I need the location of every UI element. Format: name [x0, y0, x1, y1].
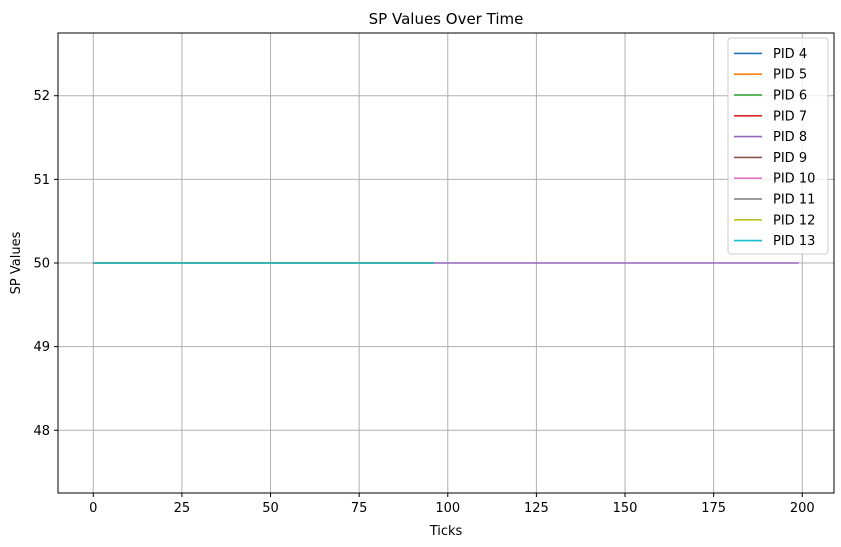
y-axis-title: SP Values [9, 231, 24, 294]
legend: PID 4 PID 5 PID 6 PID 7 PID 8 PID 9 PID 10 PID … [727, 37, 829, 255]
legend-label: PID 10 [773, 172, 815, 187]
x-axis-ticks: 0 25 50 75 100 125 150 175 200 [89, 493, 815, 516]
legend-item: PID 5 [734, 68, 807, 83]
y-axis-ticks: 48 49 50 51 52 [33, 89, 58, 439]
legend-item: PID 13 [734, 234, 815, 249]
legend-item: PID 12 [734, 213, 815, 228]
legend-label: PID 7 [773, 109, 807, 124]
legend-label: PID 11 [773, 193, 815, 208]
legend-item: PID 7 [734, 109, 807, 124]
legend-label: PID 8 [773, 130, 807, 145]
legend-label: PID 5 [773, 68, 807, 83]
x-tick-label: 75 [351, 501, 368, 516]
x-tick-label: 175 [701, 501, 726, 516]
legend-label: PID 9 [773, 151, 807, 166]
x-tick-label: 100 [435, 501, 460, 516]
x-tick-label: 25 [174, 501, 191, 516]
x-axis-title: Ticks [429, 524, 463, 539]
legend-item: PID 6 [734, 89, 807, 104]
legend-label: PID 12 [773, 213, 815, 228]
x-tick-label: 50 [262, 501, 279, 516]
legend-label: PID 6 [773, 89, 807, 104]
x-tick-label: 0 [89, 501, 97, 516]
x-tick-label: 125 [524, 501, 549, 516]
legend-item: PID 4 [734, 47, 807, 62]
legend-item: PID 11 [734, 193, 815, 208]
x-tick-label: 200 [790, 501, 815, 516]
legend-label: PID 4 [773, 47, 807, 62]
legend-item: PID 8 [734, 130, 807, 145]
legend-item: PID 9 [734, 151, 807, 166]
chart-title: SP Values Over Time [369, 10, 524, 28]
legend-item: PID 10 [734, 172, 815, 187]
y-tick-label: 49 [33, 340, 50, 355]
y-tick-label: 48 [33, 424, 50, 439]
y-tick-label: 51 [33, 173, 50, 188]
y-tick-label: 52 [33, 89, 50, 104]
y-tick-label: 50 [33, 257, 50, 272]
legend-box [727, 37, 829, 255]
x-tick-label: 150 [613, 501, 638, 516]
legend-label: PID 13 [773, 234, 815, 249]
